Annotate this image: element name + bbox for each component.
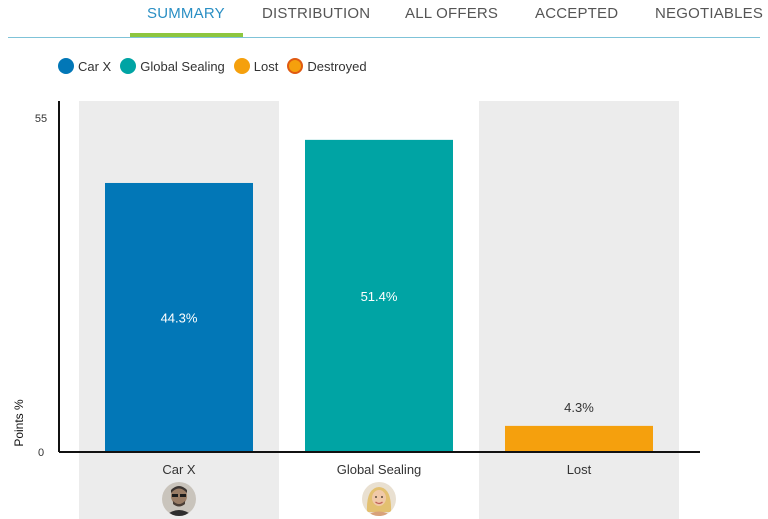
data-label-global-sealing: 51.4% <box>361 289 398 304</box>
legend-dot-global-sealing <box>120 58 137 74</box>
avatar-woman-icon <box>362 482 396 516</box>
avatar-man-icon <box>162 482 196 516</box>
legend-label-lost: Lost <box>253 58 279 74</box>
y-axis-title: Points % <box>12 399 26 447</box>
bar-car-x <box>105 182 253 452</box>
legend-label-global-sealing: Global Sealing <box>140 58 225 74</box>
avatar-global-sealing[interactable] <box>362 482 396 516</box>
bar-chart: 44.3% Car X 51.4% Global Sealing 4.3% Lost 0 55… <box>12 101 700 519</box>
legend-item-destroyed[interactable]: Destroyed <box>287 58 367 74</box>
tab-bar-divider <box>8 37 760 38</box>
legend-dot-destroyed <box>287 58 304 74</box>
chart-legend: Car X Global Sealing Lost Destroyed <box>58 57 376 75</box>
legend-item-lost[interactable]: Lost <box>233 58 279 74</box>
x-tick-label-car-x: Car X <box>162 462 196 477</box>
legend-dot-car-x <box>58 58 74 74</box>
x-tick-label-global-sealing: Global Sealing <box>337 462 422 477</box>
tab-accepted[interactable]: ACCEPTED <box>535 5 619 22</box>
legend-dot-lost <box>233 58 250 74</box>
active-tab-indicator <box>130 33 243 37</box>
y-tick-label-max: 55 <box>35 113 47 125</box>
data-label-car-x: 44.3% <box>161 310 198 325</box>
band-lost <box>479 101 679 519</box>
data-label-lost: 4.3% <box>564 400 594 415</box>
bar-lost <box>505 425 653 452</box>
tab-all-offers[interactable]: ALL OFFERS <box>405 5 499 22</box>
legend-item-car-x[interactable]: Car X <box>58 58 111 74</box>
legend-label-destroyed: Destroyed <box>307 58 367 74</box>
tab-distribution[interactable]: DISTRIBUTION <box>262 5 371 22</box>
y-tick-label-min: 0 <box>38 447 44 459</box>
avatar-car-x[interactable] <box>162 482 196 516</box>
tab-summary[interactable]: SUMMARY <box>147 5 225 22</box>
tab-bar: SUMMARY DISTRIBUTION ALL OFFERS ACCEPTED… <box>0 0 768 38</box>
legend-label-car-x: Car X <box>78 58 112 74</box>
legend-item-global-sealing[interactable]: Global Sealing <box>120 58 225 74</box>
bar-global-sealing <box>305 139 453 452</box>
x-tick-label-lost: Lost <box>567 462 592 477</box>
tab-negotiables[interactable]: NEGOTIABLES <box>655 5 764 22</box>
